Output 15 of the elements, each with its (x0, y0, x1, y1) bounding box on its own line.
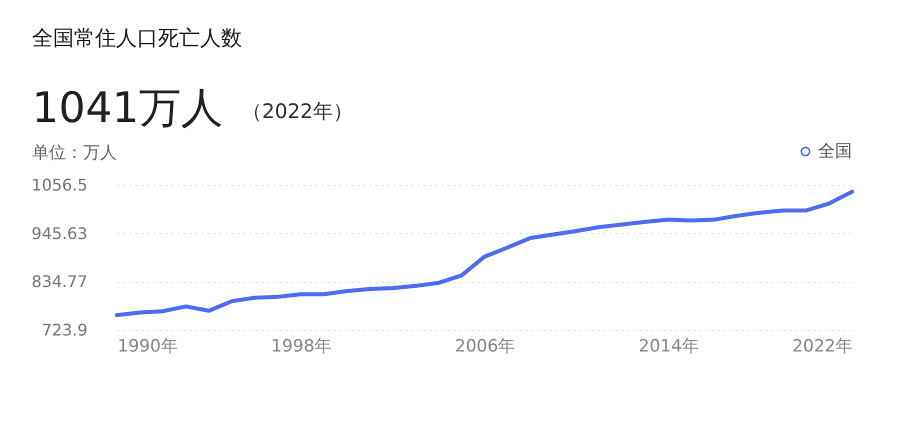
legend-label: 全国 (818, 142, 852, 162)
y-tick-label: 945.63 (32, 224, 88, 243)
text: （2022年） (242, 99, 353, 123)
x-tick-label: 2014年 (638, 336, 699, 356)
x-tick-label: 1998年 (271, 336, 332, 356)
line-series (115, 190, 854, 318)
y-tick-label: 723.9 (42, 320, 88, 340)
y-axis-title: 单位：万人 (32, 143, 117, 163)
x-tick-label: 2022年 (792, 336, 852, 356)
chart-subtitle: 1041万人 (32, 83, 223, 132)
x-tick-label: 2006年 (454, 336, 516, 356)
chart-title: 全国常住人口死亡人数 (32, 26, 242, 50)
x-tick-label: 1990年 (118, 336, 178, 356)
y-tick-label: 1056.5 (32, 176, 88, 194)
y-tick-label: 834.77 (32, 272, 88, 292)
